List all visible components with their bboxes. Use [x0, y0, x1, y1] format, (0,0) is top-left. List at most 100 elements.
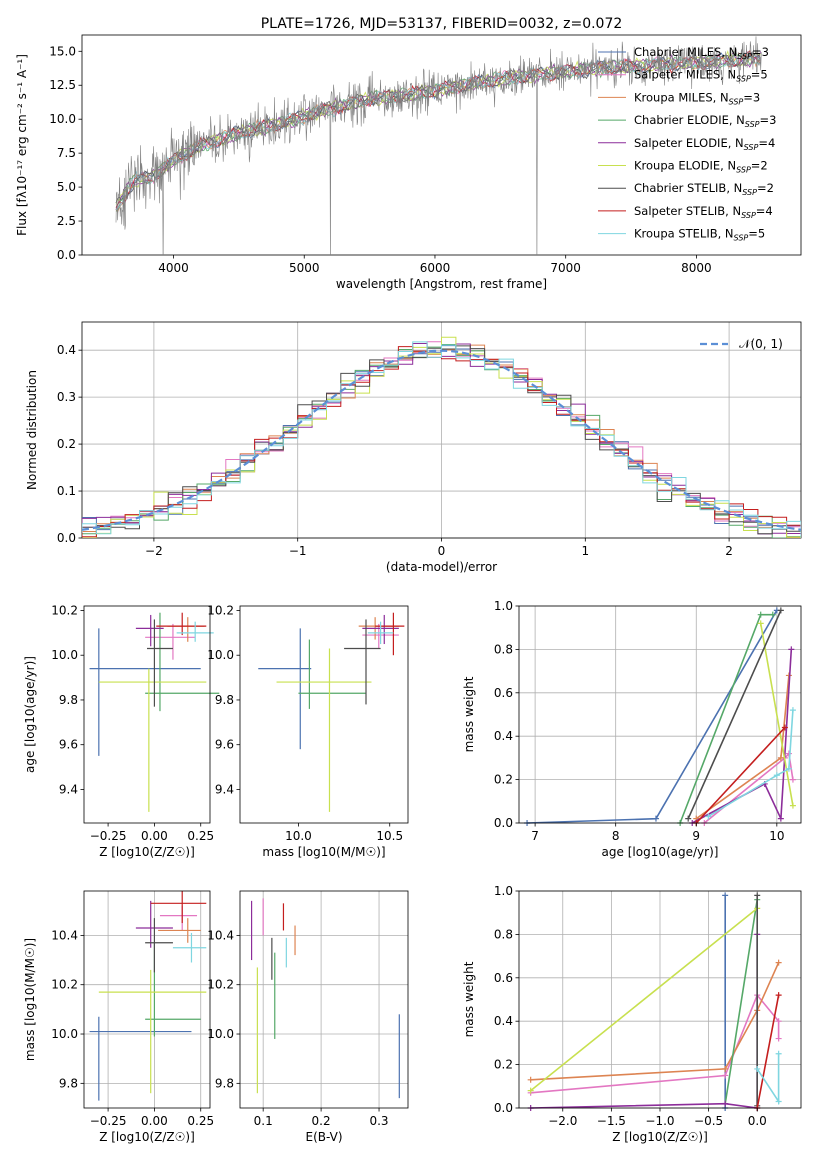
- x-tick-label: 0.1: [254, 1114, 273, 1128]
- x-tick-label: −0.5: [694, 1114, 723, 1128]
- weight-line: [759, 623, 794, 806]
- x-tick-label: 1: [581, 544, 589, 558]
- y-tick-label: 0.8: [494, 642, 513, 656]
- weight-marker: [775, 1050, 782, 1057]
- weight-line: [687, 609, 782, 820]
- y-tick-label: 0.0: [57, 531, 76, 545]
- weight-marker: [781, 724, 788, 731]
- y-tick-label: 0.4: [494, 1014, 513, 1028]
- chart-2: −2 −1 0 1 2 0.0 0.1 0.2 0.3 0.4 (data-model)/error…: [25, 321, 802, 574]
- x-tick-label: 2: [725, 544, 733, 558]
- x-axis-label: (data-model)/error: [386, 560, 497, 574]
- weight-marker: [754, 892, 761, 899]
- y-tick-label: 12.5: [49, 78, 76, 92]
- weight-marker: [722, 1065, 729, 1072]
- x-tick-label: 5000: [289, 261, 320, 275]
- weight-marker: [775, 959, 782, 966]
- weight-line: [707, 710, 794, 818]
- weight-marker: [777, 607, 784, 614]
- y-axis-label: age [log10(age/yr)]: [23, 656, 37, 773]
- plot-area: [258, 612, 405, 812]
- chart-1: 4000 5000 6000 7000 8000 0.0 2.5 5.0 7.5 10.0 12.5…: [15, 16, 802, 291]
- chart-7: 0.1 0.2 0.3 9.8 10.0 10.2 10.4 E(B-V): [207, 890, 409, 1144]
- x-tick-label: 7000: [550, 261, 581, 275]
- y-tick-label: 9.6: [59, 738, 78, 752]
- plot-area: [250, 898, 400, 1099]
- weight-line: [527, 609, 778, 824]
- weight-line: [756, 995, 780, 1109]
- x-tick-label: 8: [612, 829, 620, 843]
- y-tick-label: 0.3: [57, 390, 76, 404]
- x-tick-label: 9: [692, 829, 700, 843]
- weight-line: [530, 962, 780, 1081]
- weight-marker: [652, 815, 659, 822]
- weight-marker: [775, 1098, 782, 1105]
- x-axis-label: Z [log10(Z/Z☉)]: [612, 1130, 708, 1144]
- y-tick-label: 9.8: [215, 1076, 234, 1090]
- y-tick-label: 10.0: [207, 1027, 234, 1041]
- legend-entry: Chabrier ELODIE, NSSP=3: [634, 113, 776, 129]
- x-tick-label: 8000: [681, 261, 712, 275]
- x-tick-label: 10.5: [376, 829, 403, 843]
- axes-frame: [518, 890, 802, 1109]
- weight-marker: [789, 802, 796, 809]
- y-tick-label: 10.4: [207, 928, 234, 942]
- y-tick-label: 0.2: [494, 773, 513, 787]
- plot-area: [524, 607, 796, 826]
- y-tick-label: 0.4: [57, 343, 76, 357]
- gaussian-curve: [82, 349, 801, 531]
- y-tick-label: 0.4: [494, 729, 513, 743]
- legend-entry: Salpeter ELODIE, NSSP=4: [634, 136, 775, 152]
- y-tick-label: 1.0: [494, 599, 513, 613]
- y-tick-label: 10.0: [49, 112, 76, 126]
- y-tick-label: 1.0: [494, 884, 513, 898]
- weight-line: [703, 751, 794, 824]
- chart-title: PLATE=1726, MJD=53137, FIBERID=0032, z=0…: [261, 16, 623, 32]
- y-tick-label: 10.2: [207, 978, 234, 992]
- spectrum-group: [115, 36, 763, 255]
- observed-spectrum: [115, 36, 763, 255]
- weight-marker: [685, 815, 692, 822]
- y-tick-label: 2.5: [57, 214, 76, 228]
- legend-entry: Kroupa ELODIE, NSSP=2: [634, 159, 768, 175]
- y-tick-label: 10.0: [207, 648, 234, 662]
- histogram-group: [82, 336, 801, 538]
- x-tick-label: 10.0: [285, 829, 312, 843]
- axes-frame: [239, 605, 409, 824]
- y-tick-label: 0.0: [494, 1101, 513, 1115]
- y-tick-label: 7.5: [57, 146, 76, 160]
- weight-marker: [754, 1065, 761, 1072]
- weight-marker: [775, 1018, 782, 1025]
- weight-line: [695, 726, 786, 824]
- x-tick-label: 0.25: [187, 829, 214, 843]
- y-tick-label: 9.8: [59, 1076, 78, 1090]
- weight-line: [679, 613, 773, 824]
- weight-marker: [785, 750, 792, 757]
- x-tick-label: −1.0: [645, 1114, 674, 1128]
- legend-entry: Kroupa MILES, NSSP=3: [634, 90, 760, 106]
- x-tick-label: 0.3: [369, 1114, 388, 1128]
- y-tick-label: 9.8: [215, 693, 234, 707]
- chart-layer: 4000 5000 6000 7000 80000.02.55.07.510.012.5…: [15, 16, 802, 1144]
- legend-entry: Chabrier STELIB, NSSP=2: [634, 181, 774, 197]
- weight-marker: [777, 815, 784, 822]
- x-tick-label: −1: [289, 544, 307, 558]
- x-tick-label: 10: [769, 829, 784, 843]
- y-axis-label: mass [log10(M/M☉)]: [23, 938, 37, 1061]
- x-axis-label: Z [log10(Z/Z☉)]: [99, 1130, 195, 1144]
- y-tick-label: 0.6: [494, 686, 513, 700]
- x-tick-label: 0.25: [187, 1114, 214, 1128]
- y-tick-label: 5.0: [57, 180, 76, 194]
- y-tick-label: 10.4: [51, 928, 78, 942]
- y-tick-label: 10.0: [51, 1027, 78, 1041]
- x-axis-label: age [log10(age/yr)]: [602, 845, 719, 859]
- axes-frame: [81, 321, 802, 539]
- x-tick-label: 0.00: [141, 1114, 168, 1128]
- legend-entry: Chabrier MILES, NSSP=3: [634, 45, 769, 61]
- legend-entry: Salpeter STELIB, NSSP=4: [634, 204, 773, 220]
- y-tick-label: 0.2: [57, 437, 76, 451]
- histogram-step: [82, 346, 801, 538]
- y-tick-label: 9.4: [215, 782, 234, 796]
- y-tick-label: 9.4: [59, 782, 78, 796]
- axes-frame: [81, 34, 802, 256]
